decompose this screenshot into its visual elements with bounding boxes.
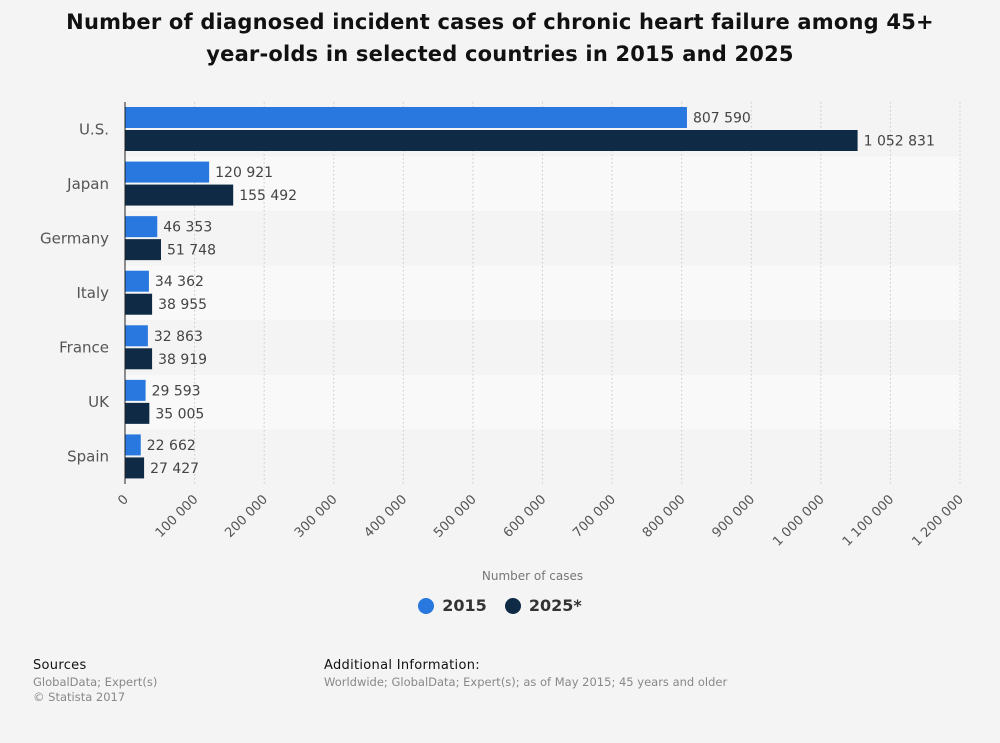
legend-label-2025: 2025* xyxy=(528,596,582,615)
x-tick-label: 0 xyxy=(115,492,131,508)
data-label: 51 748 xyxy=(167,243,216,259)
additional-info-block: Additional Information: Worldwide; Globa… xyxy=(324,658,727,690)
data-label: 120 921 xyxy=(215,165,273,181)
category-label: U.S. xyxy=(79,120,109,138)
x-tick-label: 1 200 000 xyxy=(909,492,966,549)
legend-dot-2025 xyxy=(504,597,521,614)
bar-2015[interactable] xyxy=(125,161,210,183)
data-label: 155 492 xyxy=(239,188,297,204)
bar-2015[interactable] xyxy=(125,379,146,401)
sources-block: Sources GlobalData; Expert(s) © Statista… xyxy=(33,658,157,705)
row-band xyxy=(125,429,960,484)
bars: 807 590 1 052 831 120 921 155 492 46 353 51 7… xyxy=(125,107,935,479)
x-tick-label: 400 000 xyxy=(362,492,411,541)
category-label: Spain xyxy=(67,448,109,466)
x-tick-label: 1 000 000 xyxy=(770,492,827,549)
bar-2025[interactable] xyxy=(125,130,858,151)
category-label: UK xyxy=(88,393,110,411)
x-tick-label: 900 000 xyxy=(709,492,758,541)
category-label: France xyxy=(59,339,109,357)
x-axis-label: Number of cases xyxy=(482,569,583,583)
bar-2015[interactable] xyxy=(125,434,141,456)
row-band xyxy=(125,265,960,321)
legend-item-2015[interactable]: 2015 xyxy=(418,596,487,615)
bar-2015[interactable] xyxy=(125,216,158,238)
x-tick-label: 300 000 xyxy=(292,492,341,541)
data-label: 29 593 xyxy=(152,383,201,399)
chart-title: Number of diagnosed incident cases of ch… xyxy=(66,10,934,66)
legend-dot-2015 xyxy=(418,597,435,614)
category-label: Germany xyxy=(40,229,109,247)
x-tick-label: 700 000 xyxy=(570,492,619,541)
bar-chart: 807 590 1 052 831 120 921 155 492 46 353 51 7… xyxy=(40,102,967,583)
bar-2025[interactable] xyxy=(125,457,145,479)
data-label: 46 353 xyxy=(163,220,212,236)
additional-info-heading: Additional Information: xyxy=(324,658,480,673)
sources-heading: Sources xyxy=(33,658,87,673)
data-label: 38 955 xyxy=(158,297,207,313)
data-label: 807 590 xyxy=(693,111,751,127)
data-label: 32 863 xyxy=(154,329,203,345)
copyright-text: © Statista 2017 xyxy=(33,690,126,704)
bar-2025[interactable] xyxy=(125,184,234,206)
bar-2025[interactable] xyxy=(125,293,153,315)
data-label: 22 662 xyxy=(147,438,196,454)
legend: 2015 2025* xyxy=(0,596,1000,615)
data-label: 1 052 831 xyxy=(864,134,935,150)
bar-2015[interactable] xyxy=(125,325,148,347)
x-tick-labels: 0 100 000 200 000 300 000 400 000 500 000 600 … xyxy=(115,492,966,549)
additional-info-text: Worldwide; GlobalData; Expert(s); as of … xyxy=(324,675,728,689)
bar-2025[interactable] xyxy=(125,402,150,424)
bar-2025[interactable] xyxy=(125,348,153,370)
data-label: 34 362 xyxy=(155,274,204,290)
data-label: 27 427 xyxy=(150,461,199,477)
data-label: 38 919 xyxy=(158,352,207,368)
legend-item-2025[interactable]: 2025* xyxy=(504,596,582,615)
category-label: Japan xyxy=(66,175,109,193)
x-tick-label: 500 000 xyxy=(431,492,480,541)
x-tick-label: 100 000 xyxy=(153,492,202,541)
bar-2025[interactable] xyxy=(125,239,162,261)
data-label: 35 005 xyxy=(155,406,204,422)
x-tick-label: 200 000 xyxy=(222,492,271,541)
legend-label-2015: 2015 xyxy=(442,596,487,615)
category-label: Italy xyxy=(76,284,109,302)
category-labels: U.S. Japan Germany Italy France UK Spain xyxy=(40,120,110,465)
bar-2015[interactable] xyxy=(125,107,687,128)
row-band xyxy=(125,320,960,375)
x-tick-label: 800 000 xyxy=(640,492,689,541)
sources-text[interactable]: GlobalData; Expert(s) xyxy=(33,675,158,689)
x-tick-label: 600 000 xyxy=(501,492,550,541)
bar-2015[interactable] xyxy=(125,270,149,292)
x-tick-label: 1 100 000 xyxy=(840,492,897,549)
